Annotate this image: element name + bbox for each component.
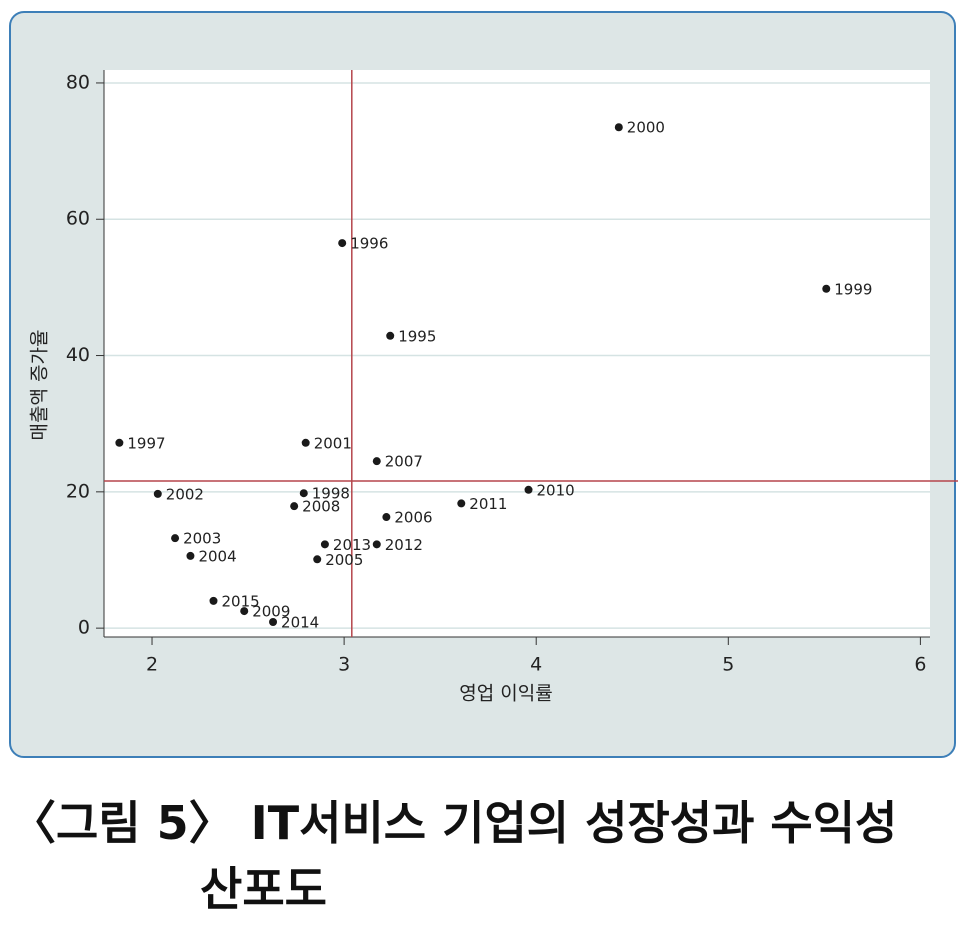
caption: 〈그림 5〉 IT서비스 기업의 성장성과 수익성 산포도 — [10, 796, 898, 916]
point-label: 2001 — [314, 434, 352, 452]
point-label: 1999 — [834, 280, 872, 298]
point — [186, 551, 195, 560]
point-label: 1996 — [350, 235, 388, 253]
point — [171, 534, 180, 543]
point — [822, 284, 831, 293]
point-label: 1998 — [312, 485, 350, 503]
point-label: 2013 — [333, 536, 371, 554]
point — [301, 438, 310, 447]
point-label: 2012 — [385, 536, 423, 554]
point — [290, 502, 299, 511]
chart: 영업 이익률 매출액 증가율 0 20 40 60 80 2 3 4 5 6 1995 1996 199… — [9, 11, 958, 758]
point — [457, 499, 466, 508]
y-axis-label: 매출액 증가율 — [29, 330, 51, 441]
x-tick-label: 4 — [530, 654, 542, 676]
x-tick-label: 3 — [338, 654, 350, 676]
point — [386, 331, 395, 340]
point-label: 2011 — [469, 495, 507, 513]
x-tick-label: 2 — [146, 654, 158, 676]
point — [299, 489, 308, 498]
point-label: 1995 — [398, 327, 436, 345]
point — [320, 540, 329, 549]
point-label: 2006 — [394, 509, 432, 527]
point — [313, 555, 322, 564]
point-label: 2003 — [183, 530, 221, 548]
point — [372, 457, 381, 466]
point — [115, 438, 124, 447]
y-tick-label: 80 — [66, 71, 90, 93]
y-tick-label: 60 — [66, 208, 90, 230]
plot-area — [104, 70, 930, 637]
y-tick-label: 40 — [66, 344, 90, 366]
point — [269, 618, 278, 627]
point-label: 2009 — [252, 603, 290, 621]
point — [372, 540, 381, 549]
point — [209, 596, 218, 605]
y-tick-label: 0 — [78, 617, 90, 639]
point — [153, 489, 162, 498]
point-label: 2014 — [281, 614, 319, 632]
point-label: 2015 — [221, 592, 259, 610]
point — [614, 123, 623, 132]
point-label: 2002 — [166, 485, 204, 503]
point-label: 2005 — [325, 551, 363, 569]
point-label: 1997 — [127, 434, 165, 452]
x-tick-label: 6 — [914, 654, 926, 676]
point-label: 2010 — [537, 481, 575, 499]
point-label: 2000 — [627, 119, 665, 137]
point — [382, 513, 391, 522]
x-axis-label: 영업 이익률 — [459, 683, 552, 705]
x-tick-label: 5 — [722, 654, 734, 676]
point-label: 2004 — [198, 547, 236, 565]
y-tick-label: 20 — [66, 480, 90, 502]
point-label: 2007 — [385, 453, 423, 471]
point — [524, 485, 533, 494]
point-label: 2008 — [302, 498, 340, 516]
point — [338, 239, 347, 248]
point — [240, 607, 249, 616]
